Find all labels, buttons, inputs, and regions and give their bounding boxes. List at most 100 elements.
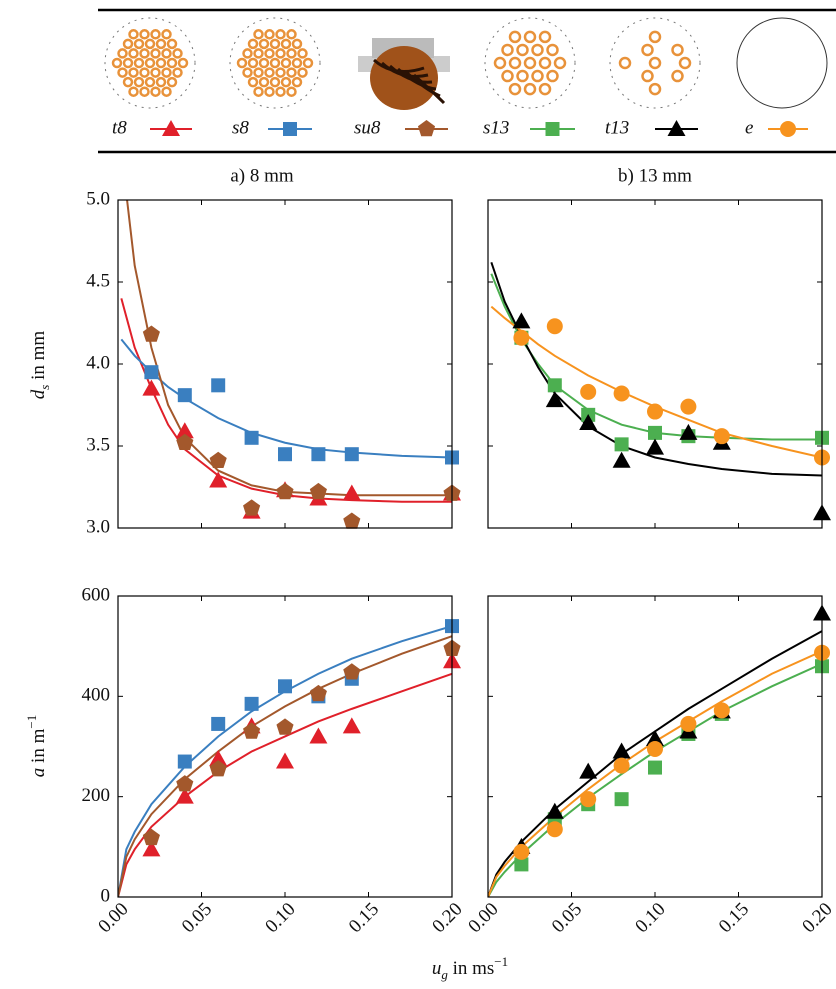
icon-tube xyxy=(258,76,270,88)
icon-body xyxy=(370,46,438,110)
icon-tube xyxy=(553,56,567,70)
marker xyxy=(614,792,629,807)
icon-stripe xyxy=(412,73,446,105)
icon-tube xyxy=(128,86,139,97)
icon-outline xyxy=(104,17,196,109)
icon-tube xyxy=(275,86,286,97)
icon-tube xyxy=(166,76,178,88)
icon-outline xyxy=(736,17,828,109)
x-label-sup: −1 xyxy=(494,954,508,969)
icon-tube xyxy=(155,76,167,88)
icon-tube xyxy=(538,56,552,70)
y-tick-label: 400 xyxy=(82,685,111,706)
y-tick-label: 600 xyxy=(82,584,111,605)
fit-line xyxy=(118,635,452,897)
panel-title: b) 13 mm xyxy=(618,165,692,186)
marker xyxy=(613,757,630,774)
marker xyxy=(679,423,698,440)
y-label-sub: s xyxy=(37,385,52,390)
icon-tube xyxy=(516,69,529,83)
icon-tube xyxy=(264,86,275,97)
marker xyxy=(613,385,630,402)
marker xyxy=(713,702,730,719)
marker xyxy=(614,437,629,452)
icon-tube xyxy=(161,48,172,59)
plot-frame xyxy=(487,595,823,898)
x-tick-label: 0.10 xyxy=(631,899,669,937)
icon-tube xyxy=(280,38,292,50)
icon-tube xyxy=(161,67,172,78)
icon-tube xyxy=(177,57,189,69)
icon-tube xyxy=(546,43,559,57)
icon-tube xyxy=(280,57,292,69)
marker xyxy=(546,821,563,838)
fit-line xyxy=(120,298,452,503)
legend-label: s13 xyxy=(483,117,509,138)
panel-title: a) 8 mm xyxy=(230,165,294,186)
icon-tube xyxy=(501,69,514,83)
y-axis-label: ds in mm xyxy=(28,331,52,400)
marker xyxy=(612,451,631,468)
icon-tube xyxy=(150,86,161,97)
icon-tube xyxy=(546,69,559,83)
icon-tube xyxy=(286,48,297,59)
icon-tube xyxy=(501,43,514,57)
icon-tube xyxy=(508,56,522,70)
marker xyxy=(343,512,361,529)
icon-tube xyxy=(508,30,522,44)
icon-tube xyxy=(172,48,183,59)
marker xyxy=(142,325,160,342)
icon-tube xyxy=(247,57,259,69)
legend-label: s8 xyxy=(232,117,249,138)
marker xyxy=(209,750,228,767)
icon-tube xyxy=(161,29,172,40)
marker xyxy=(648,760,662,775)
y-label-symbol: a xyxy=(28,768,49,778)
icon-tube xyxy=(166,38,178,50)
icon-tube xyxy=(144,57,156,69)
marker xyxy=(283,122,297,136)
marker xyxy=(177,388,192,403)
icon-tube xyxy=(275,67,286,78)
marker xyxy=(417,120,436,137)
icon-tube xyxy=(493,56,507,70)
icon-tube xyxy=(531,43,544,57)
icon-tube xyxy=(280,76,292,88)
icon-tube xyxy=(144,76,156,88)
icon-tube xyxy=(264,29,275,40)
marker xyxy=(546,318,563,335)
icon-tube xyxy=(641,69,654,83)
icon-tube xyxy=(516,43,529,57)
icon-tube xyxy=(286,86,297,97)
marker xyxy=(276,752,294,769)
y-tick-label: 4.5 xyxy=(86,270,110,291)
fit-line xyxy=(488,630,822,897)
marker xyxy=(680,398,697,415)
icon-tube xyxy=(253,67,264,78)
marker xyxy=(344,447,359,462)
marker xyxy=(580,791,597,808)
y-tick-label: 3.5 xyxy=(86,434,110,455)
marker xyxy=(514,857,529,872)
x-tick-label: 0.05 xyxy=(178,899,216,937)
icon-tube xyxy=(648,30,662,44)
marker xyxy=(176,775,194,792)
marker xyxy=(580,383,597,400)
marker xyxy=(162,120,180,136)
icon-tube xyxy=(253,48,264,59)
x-tick-label: 0.10 xyxy=(261,899,299,937)
marker xyxy=(646,438,664,455)
marker xyxy=(545,122,560,136)
marker xyxy=(667,120,686,136)
icon-tube xyxy=(155,38,167,50)
x-tick-label: 0.15 xyxy=(345,899,383,937)
marker xyxy=(211,716,226,731)
icon-tube xyxy=(150,67,161,78)
marker xyxy=(547,378,562,393)
icon-tube xyxy=(247,76,259,88)
marker xyxy=(209,471,228,488)
icon-tube xyxy=(139,48,150,59)
marker xyxy=(243,722,261,739)
